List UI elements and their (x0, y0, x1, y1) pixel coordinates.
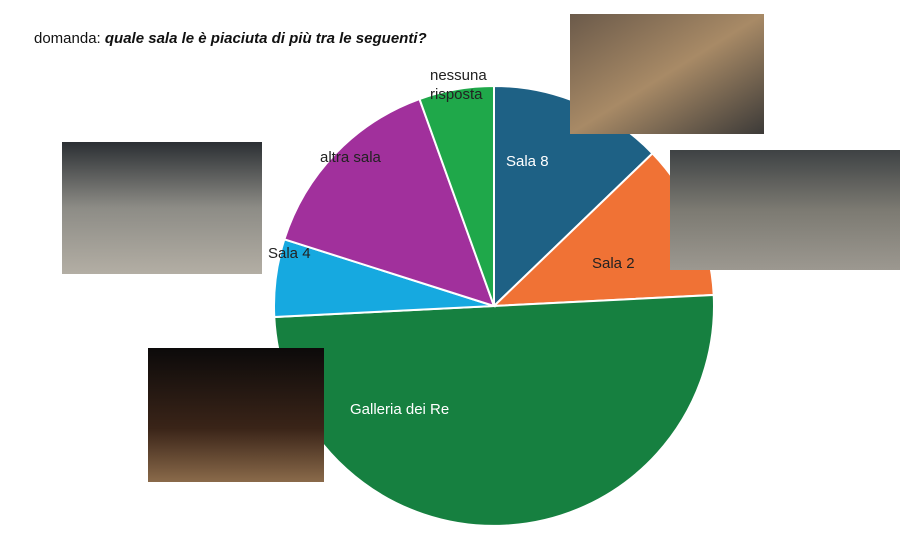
slice-label: Sala 2 (592, 254, 672, 273)
pie-slice (274, 295, 714, 526)
photo (570, 14, 764, 134)
title-label: domanda: (34, 30, 101, 47)
title-question: quale sala le è piaciuta di più tra le s… (105, 30, 427, 47)
chart-title: domanda: quale sala le è piaciuta di più… (34, 30, 427, 47)
photo (62, 142, 262, 274)
slice-label: nessuna risposta (430, 66, 500, 104)
photo (148, 348, 324, 482)
photo (670, 150, 900, 270)
slide: domanda: quale sala le è piaciuta di più… (0, 0, 900, 547)
slice-label: Sala 8 (506, 152, 586, 171)
slice-label: Galleria dei Re (350, 400, 490, 419)
slice-label: altra sala (320, 148, 410, 167)
slice-label: Sala 4 (268, 244, 328, 263)
